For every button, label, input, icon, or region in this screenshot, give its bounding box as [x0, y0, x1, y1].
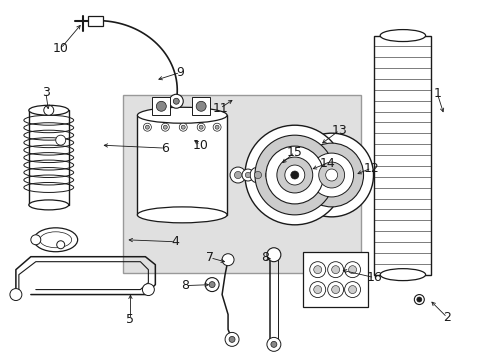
Circle shape	[205, 278, 219, 292]
Circle shape	[289, 133, 373, 217]
Circle shape	[209, 282, 215, 288]
Circle shape	[163, 125, 167, 129]
Ellipse shape	[29, 105, 68, 115]
Text: 3: 3	[42, 86, 50, 99]
Circle shape	[327, 262, 343, 278]
Circle shape	[309, 282, 325, 298]
Circle shape	[325, 169, 337, 181]
Circle shape	[145, 125, 149, 129]
Bar	[374, 36, 430, 275]
Circle shape	[262, 169, 273, 181]
Bar	[152, 97, 170, 115]
Circle shape	[299, 143, 363, 207]
Circle shape	[169, 94, 183, 108]
Circle shape	[290, 171, 298, 179]
Circle shape	[199, 125, 203, 129]
Circle shape	[179, 123, 187, 131]
Circle shape	[228, 336, 235, 342]
Circle shape	[264, 172, 270, 178]
Circle shape	[309, 153, 353, 197]
Circle shape	[173, 98, 179, 104]
Text: 2: 2	[442, 311, 450, 324]
Circle shape	[344, 282, 360, 298]
Ellipse shape	[40, 232, 72, 248]
Text: 8: 8	[181, 279, 189, 292]
Bar	[302, 252, 367, 306]
Circle shape	[270, 341, 276, 347]
Circle shape	[245, 172, 250, 178]
Text: 9: 9	[176, 66, 184, 79]
Circle shape	[181, 125, 185, 129]
Text: 8: 8	[261, 251, 268, 264]
Text: 14: 14	[319, 157, 335, 170]
Ellipse shape	[29, 200, 68, 210]
Circle shape	[229, 167, 245, 183]
Circle shape	[249, 167, 265, 183]
Circle shape	[327, 282, 343, 298]
Circle shape	[416, 297, 421, 302]
Ellipse shape	[379, 30, 425, 41]
Circle shape	[266, 337, 280, 351]
Circle shape	[266, 248, 280, 262]
Bar	[137, 115, 226, 215]
Bar	[87, 15, 102, 26]
Circle shape	[413, 294, 424, 305]
Circle shape	[44, 105, 54, 115]
Circle shape	[142, 284, 154, 296]
Ellipse shape	[137, 107, 226, 123]
Circle shape	[313, 266, 321, 274]
Circle shape	[56, 135, 65, 145]
Text: 11: 11	[212, 102, 227, 115]
Ellipse shape	[196, 101, 206, 111]
Text: 10: 10	[53, 42, 68, 55]
Text: 6: 6	[161, 141, 169, 155]
Ellipse shape	[156, 101, 166, 111]
Circle shape	[254, 171, 261, 179]
Circle shape	[242, 169, 253, 181]
Circle shape	[309, 262, 325, 278]
Text: 5: 5	[126, 313, 134, 326]
Text: 13: 13	[331, 124, 347, 137]
Bar	[123, 95, 360, 273]
Circle shape	[244, 125, 344, 225]
Circle shape	[254, 135, 334, 215]
Text: 1: 1	[432, 87, 440, 100]
Circle shape	[143, 123, 151, 131]
Circle shape	[234, 171, 241, 179]
Circle shape	[348, 266, 356, 274]
Circle shape	[331, 285, 339, 293]
Circle shape	[274, 171, 281, 179]
Circle shape	[269, 167, 285, 183]
Ellipse shape	[137, 207, 226, 223]
Circle shape	[10, 289, 22, 301]
Circle shape	[313, 285, 321, 293]
Circle shape	[222, 254, 234, 266]
Text: 10: 10	[192, 139, 208, 152]
Circle shape	[318, 162, 344, 188]
Circle shape	[31, 235, 41, 245]
Circle shape	[344, 262, 360, 278]
Circle shape	[276, 157, 312, 193]
Text: 12: 12	[363, 162, 379, 175]
Circle shape	[348, 285, 356, 293]
Text: 4: 4	[171, 235, 179, 248]
Text: 16: 16	[366, 271, 382, 284]
Text: 15: 15	[286, 145, 302, 159]
Circle shape	[213, 123, 221, 131]
Ellipse shape	[379, 269, 425, 280]
Circle shape	[161, 123, 169, 131]
Ellipse shape	[34, 228, 78, 252]
Text: 7: 7	[206, 251, 214, 264]
Circle shape	[57, 241, 64, 249]
Circle shape	[331, 266, 339, 274]
Circle shape	[215, 125, 219, 129]
Circle shape	[285, 165, 304, 185]
Bar	[192, 97, 210, 115]
Circle shape	[265, 146, 323, 204]
Circle shape	[224, 332, 239, 346]
Circle shape	[197, 123, 205, 131]
